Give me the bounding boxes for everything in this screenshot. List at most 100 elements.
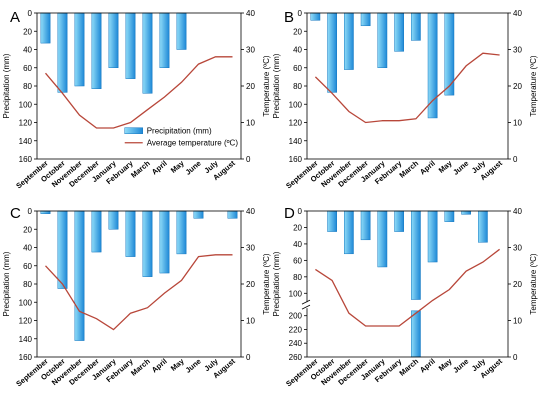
- y2-tick-label: 10: [513, 119, 522, 128]
- precip-bar: [91, 12, 102, 89]
- y-tick-label: 200: [289, 312, 303, 321]
- plot-frame: [36, 12, 242, 160]
- x-category-label: March: [397, 356, 420, 377]
- y2-axis-label: Temperature (ºC): [529, 55, 538, 116]
- y2-tick-label: 30: [246, 244, 255, 253]
- y2-tick-label: 20: [513, 280, 522, 289]
- x-category-label: March: [129, 158, 152, 179]
- precip-bar: [125, 12, 136, 79]
- precip-bar: [142, 12, 153, 94]
- x-category-label: April: [418, 159, 437, 177]
- precip-bar: [427, 12, 438, 119]
- y2-tick-label: 30: [513, 46, 522, 55]
- y-tick-label: 120: [19, 119, 33, 128]
- precip-bar: [344, 210, 354, 255]
- x-category-label: May: [437, 158, 455, 175]
- precip-bar: [344, 12, 354, 70]
- y-tick-label: 20: [293, 27, 302, 36]
- axis-break-mask: [303, 302, 311, 309]
- y-tick-label: 160: [19, 353, 33, 362]
- plot-frame: [306, 12, 509, 160]
- y-tick-label: 40: [293, 240, 302, 249]
- y-tick-label: 20: [23, 225, 32, 234]
- y-tick-label: 0: [28, 9, 33, 18]
- plot-frame: [36, 210, 242, 358]
- axis-break-mark: [301, 304, 311, 310]
- precip-bar: [193, 210, 204, 219]
- temperature-line: [45, 254, 233, 331]
- x-category-label: June: [451, 159, 470, 177]
- y-tick-label: 60: [23, 64, 32, 73]
- temperature-line: [315, 248, 500, 327]
- precip-bar: [394, 12, 404, 52]
- precip-bar: [74, 12, 85, 87]
- y2-axis-label: Temperature (ºC): [262, 55, 271, 116]
- y2-tick-label: 20: [513, 82, 522, 91]
- precip-bar: [125, 210, 136, 257]
- y-tick-label: 0: [298, 207, 303, 216]
- y-tick-label: 0: [298, 9, 303, 18]
- precip-bar: [394, 210, 404, 232]
- plot-frame: [306, 210, 509, 358]
- y2-tick-label: 10: [246, 317, 255, 326]
- precip-bar: [108, 12, 119, 68]
- y-tick-label: 20: [293, 223, 302, 232]
- precip-bar: [142, 210, 153, 277]
- x-category-label: March: [397, 158, 420, 179]
- y-tick-label: 120: [289, 119, 303, 128]
- y-tick-label: 140: [289, 137, 303, 146]
- y-axis-label: Precipitation (mm): [2, 251, 11, 316]
- x-category-label: May: [169, 158, 187, 175]
- y-tick-label: 220: [289, 325, 303, 334]
- precip-bar: [478, 210, 488, 243]
- y-tick-label: 140: [19, 335, 33, 344]
- y2-tick-label: 10: [246, 119, 255, 128]
- y-tick-label: 120: [19, 317, 33, 326]
- precip-bar: [74, 210, 85, 341]
- precip-bar: [40, 12, 51, 44]
- y-tick-label: 260: [289, 353, 303, 362]
- x-category-label: April: [150, 357, 169, 375]
- x-category-label: March: [129, 356, 152, 377]
- y-tick-label: 60: [293, 256, 302, 265]
- y-axis-label: Precipitation (mm): [272, 251, 281, 316]
- y2-axis-label: Temperature (ºC): [262, 253, 271, 314]
- temperature-line: [314, 52, 500, 124]
- y2-tick-label: 0: [246, 155, 251, 164]
- precip-bar: [91, 210, 102, 253]
- y-tick-label: 240: [289, 339, 303, 348]
- x-category-label: June: [184, 357, 203, 375]
- precip-bar: [310, 12, 321, 21]
- chart-legend: Precipitation (mm) Average temperature (º…: [124, 127, 238, 148]
- precip-bar: [57, 12, 68, 93]
- y-tick-label: 140: [19, 137, 33, 146]
- precip-bar: [377, 210, 388, 268]
- y2-tick-label: 30: [513, 244, 522, 253]
- y-tick-label: 80: [23, 280, 32, 289]
- x-category-label: April: [418, 357, 437, 375]
- precip-bar: [108, 210, 119, 230]
- y-axis-label: Precipitation (mm): [272, 53, 281, 118]
- precip-bar: [360, 210, 371, 241]
- precip-bar: [461, 210, 471, 215]
- precip-bar: [427, 210, 438, 263]
- x-category-label: April: [150, 159, 169, 177]
- y-tick-label: 20: [23, 27, 32, 36]
- panel-letter: D: [284, 205, 295, 222]
- x-category-label: June: [184, 159, 203, 177]
- y2-tick-label: 20: [246, 280, 255, 289]
- y2-tick-label: 0: [513, 155, 518, 164]
- panel-letter: C: [10, 205, 21, 222]
- y2-tick-label: 30: [246, 46, 255, 55]
- precip-bar: [57, 210, 68, 289]
- y2-tick-label: 40: [513, 9, 522, 18]
- y-tick-label: 0: [28, 207, 33, 216]
- y-tick-label: 80: [293, 273, 302, 282]
- precip-bar: [159, 12, 170, 68]
- y2-axis-label: Temperature (ºC): [529, 253, 538, 314]
- y-tick-label: 60: [293, 64, 302, 73]
- precip-bar: [327, 12, 337, 93]
